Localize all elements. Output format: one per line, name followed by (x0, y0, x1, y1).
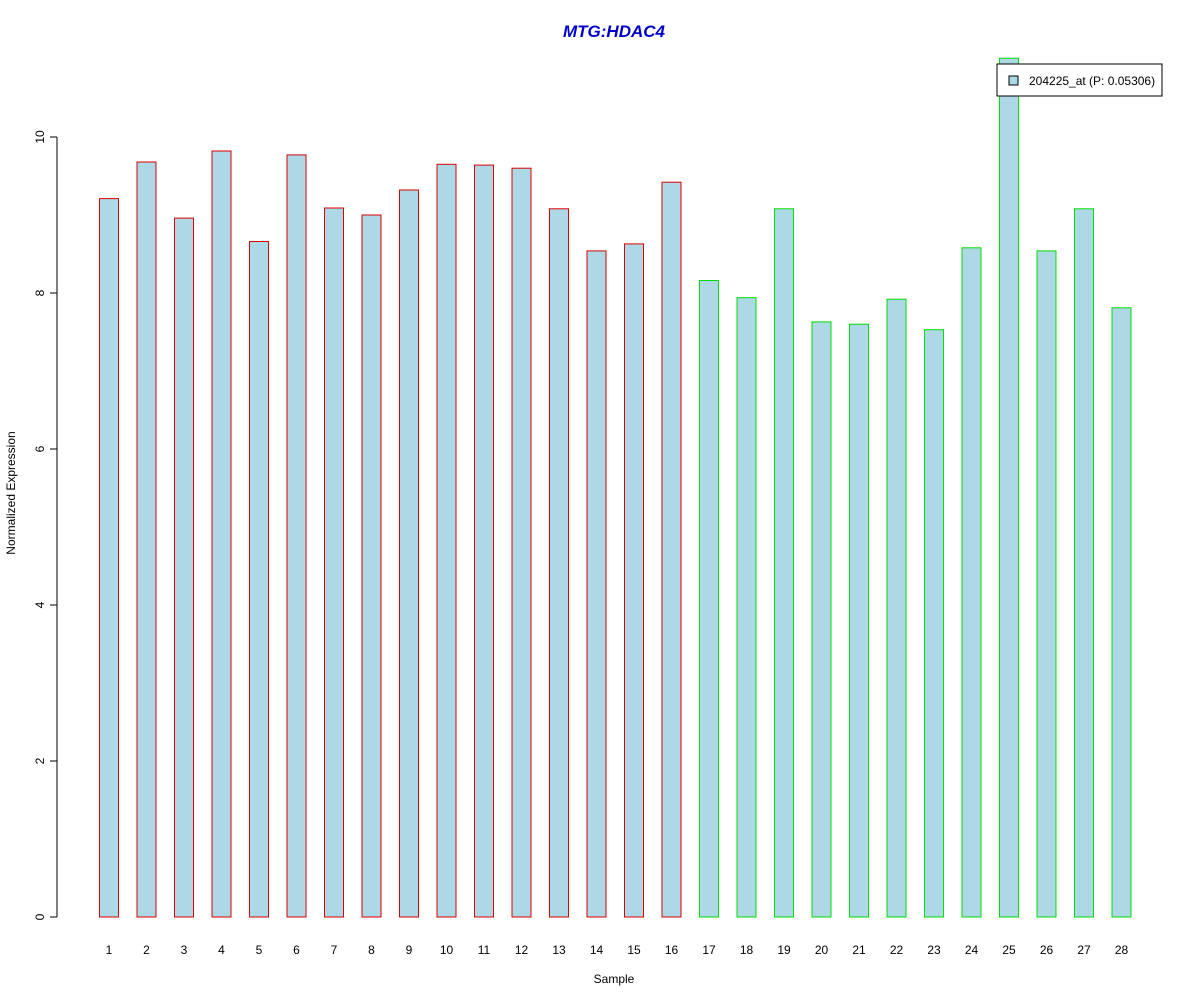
bar-sample-7 (324, 207, 344, 918)
y-tick-label: 10 (33, 130, 47, 144)
x-tick-label: 11 (478, 943, 491, 957)
bar-sample-3 (174, 217, 194, 918)
x-tick-label: 27 (1077, 943, 1091, 957)
bar-sample-20 (811, 321, 832, 918)
x-tick-label: 17 (702, 943, 716, 957)
bar-sample-13 (549, 208, 569, 918)
bar-sample-1 (99, 198, 119, 918)
y-tick-label: 6 (33, 445, 47, 452)
x-tick-labels: 1 2 3 4 5 6 7 8 9 10 11 12 13 14 15 16 17 18 19 20 21 22 23 24 2… (106, 943, 1129, 957)
bar-sample-28 (1111, 307, 1132, 918)
bar-sample-4 (211, 150, 232, 918)
chart-title: MTG:HDAC4 (563, 22, 666, 41)
bars (99, 57, 1132, 918)
x-tick-label: 1 (106, 943, 113, 957)
bar-sample-14 (586, 250, 607, 918)
bar-sample-23 (924, 329, 944, 918)
y-tick-label: 4 (33, 601, 47, 608)
x-tick-label: 7 (331, 943, 338, 957)
x-tick-label: 6 (293, 943, 300, 957)
x-tick-label: 24 (965, 943, 979, 957)
x-tick-label: 25 (1002, 943, 1016, 957)
x-tick-label: 2 (143, 943, 150, 957)
x-tick-label: 28 (1115, 943, 1129, 957)
bar-sample-6 (286, 154, 307, 918)
legend-swatch (1008, 75, 1019, 86)
x-tick-label: 19 (777, 943, 791, 957)
y-axis-label: Normalized Expression (4, 431, 18, 554)
bar-sample-19 (774, 208, 794, 918)
x-tick-label: 5 (256, 943, 263, 957)
x-tick-label: 20 (815, 943, 829, 957)
legend-entry: 204225_at (P: 0.05306) (1029, 74, 1155, 88)
y-axis: 0 2 4 6 8 10 (33, 130, 58, 920)
x-tick-label: 23 (927, 943, 941, 957)
x-tick-label: 22 (890, 943, 904, 957)
bar-sample-27 (1074, 208, 1094, 918)
x-tick-label: 16 (665, 943, 679, 957)
bar-sample-2 (136, 161, 157, 918)
bar-sample-15 (624, 243, 644, 918)
y-tick-label: 8 (33, 289, 47, 296)
bar-sample-11 (474, 164, 494, 918)
bar-sample-17 (699, 280, 719, 918)
x-tick-label: 14 (590, 943, 604, 957)
x-tick-label: 10 (440, 943, 454, 957)
x-tick-label: 8 (368, 943, 375, 957)
x-tick-label: 3 (181, 943, 188, 957)
x-tick-label: 26 (1040, 943, 1054, 957)
x-tick-label: 15 (627, 943, 641, 957)
bar-sample-10 (436, 163, 457, 918)
y-tick-label: 2 (33, 757, 47, 764)
x-tick-label: 13 (552, 943, 566, 957)
bar-sample-8 (361, 214, 382, 918)
y-tick-label: 0 (33, 913, 47, 920)
bar-sample-21 (849, 323, 869, 918)
x-tick-label: 4 (218, 943, 225, 957)
bar-sample-24 (961, 247, 982, 918)
x-tick-label: 21 (852, 943, 866, 957)
bar-sample-12 (511, 167, 532, 918)
bar-sample-16 (661, 181, 682, 918)
bar-sample-5 (249, 241, 269, 918)
bar-sample-22 (886, 298, 907, 918)
x-tick-label: 18 (740, 943, 754, 957)
bar-sample-9 (399, 189, 419, 918)
legend-box (996, 63, 1163, 97)
legend: 204225_at (P: 0.05306) (996, 63, 1163, 97)
x-tick-label: 12 (515, 943, 529, 957)
x-tick-label: 9 (406, 943, 413, 957)
bar-sample-18 (736, 297, 757, 918)
x-axis-label: Sample (594, 972, 635, 986)
bar-sample-25 (999, 57, 1019, 918)
bar-sample-26 (1036, 250, 1057, 918)
